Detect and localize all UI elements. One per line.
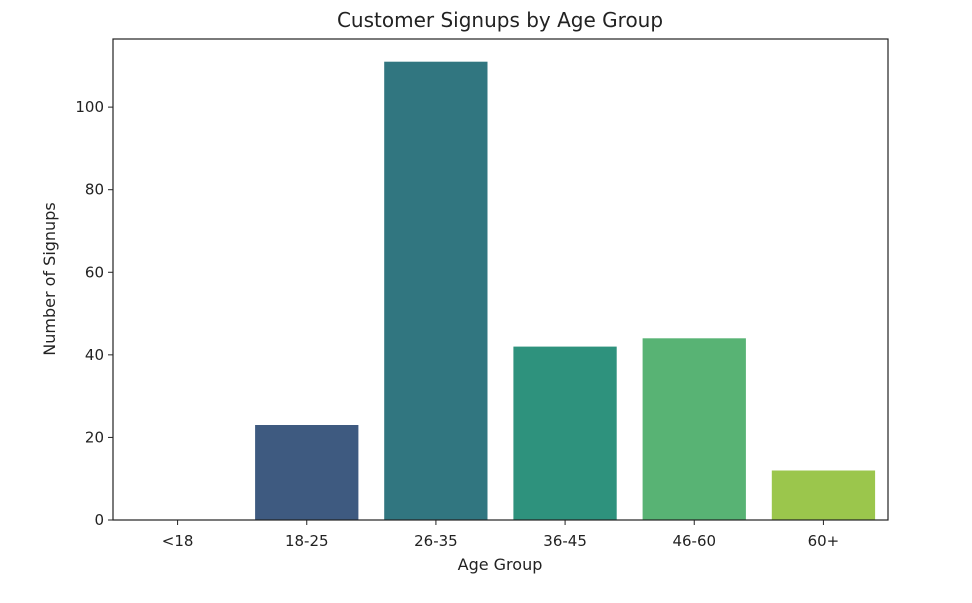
bar-2 (255, 425, 359, 520)
bar-4 (513, 346, 617, 520)
x-tick-label: <18 (162, 532, 194, 550)
x-tick-label: 18-25 (285, 532, 329, 550)
chart-title: Customer Signups by Age Group (337, 8, 663, 32)
x-tick-label: 60+ (808, 532, 840, 550)
bars-layer (255, 61, 876, 520)
x-tick-label: 36-45 (543, 532, 587, 550)
y-axis-label: Number of Signups (40, 202, 59, 355)
bar-6 (771, 470, 876, 520)
x-axis-ticks: <18 18-25 26-35 36-45 46-60 60+ (162, 520, 839, 550)
y-tick-label: 20 (85, 428, 104, 446)
y-tick-label: 80 (85, 181, 104, 199)
bar-3 (384, 61, 488, 520)
x-tick-label: 46-60 (672, 532, 716, 550)
y-tick-label: 100 (75, 98, 104, 116)
x-axis-label: Age Group (458, 555, 543, 574)
y-tick-label: 40 (85, 346, 104, 364)
bar-5 (642, 338, 746, 520)
x-tick-label: 26-35 (414, 532, 458, 550)
plot-area-frame (112, 38, 889, 521)
y-tick-label: 0 (94, 511, 104, 529)
y-tick-label: 60 (85, 263, 104, 281)
y-axis-ticks: 0 20 40 60 80 100 (75, 98, 113, 529)
